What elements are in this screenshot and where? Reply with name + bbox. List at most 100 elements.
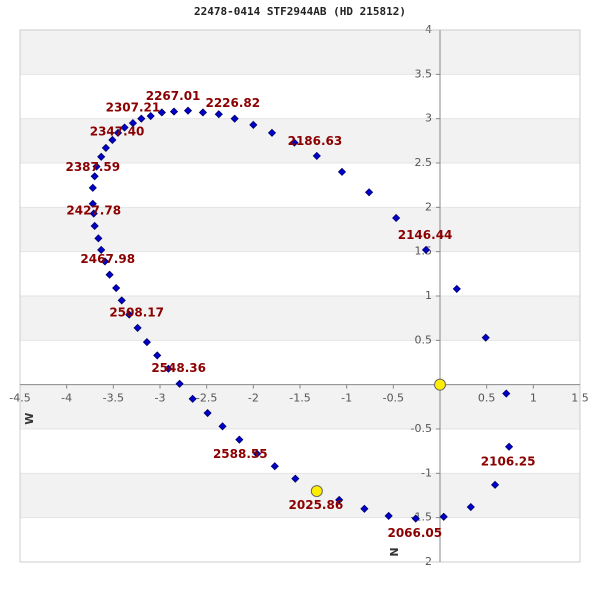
point bbox=[90, 221, 99, 231]
point bbox=[365, 188, 374, 197]
point bbox=[169, 107, 179, 116]
point bbox=[335, 495, 344, 504]
point bbox=[142, 338, 151, 347]
point bbox=[90, 172, 99, 181]
grid-band bbox=[20, 296, 580, 341]
point bbox=[491, 480, 500, 489]
point bbox=[88, 183, 97, 192]
annotation: 2427.78 bbox=[66, 203, 121, 217]
point bbox=[117, 296, 126, 305]
point bbox=[157, 108, 166, 117]
annotation: 2267.01 bbox=[146, 89, 201, 103]
point bbox=[502, 389, 511, 398]
point bbox=[505, 442, 514, 451]
annotation: 2066.05 bbox=[387, 526, 442, 540]
point bbox=[360, 504, 369, 513]
x-tick-label: 0.5 bbox=[478, 392, 496, 405]
x-tick-label: -3 bbox=[155, 392, 166, 405]
annotation: 2307.21 bbox=[106, 101, 161, 115]
point bbox=[183, 106, 193, 115]
point bbox=[312, 151, 321, 160]
point bbox=[97, 245, 106, 254]
annotation: 2106.25 bbox=[481, 454, 536, 468]
point bbox=[203, 408, 212, 418]
point bbox=[466, 502, 475, 512]
annotation: 2025.86 bbox=[289, 498, 344, 512]
point bbox=[249, 120, 258, 129]
annotation: 2548.36 bbox=[151, 361, 206, 375]
chart-title: 22478-0414 STF2944AB (HD 215812) bbox=[194, 5, 406, 18]
point bbox=[100, 257, 109, 266]
point bbox=[133, 323, 142, 332]
grid-band bbox=[20, 30, 580, 75]
y-tick-label: -0.5 bbox=[411, 422, 432, 435]
point bbox=[113, 128, 123, 137]
point bbox=[481, 333, 490, 342]
annotation: 2467.98 bbox=[80, 252, 135, 266]
x-tick-label: -2.5 bbox=[196, 392, 217, 405]
point bbox=[290, 138, 299, 147]
grid-band bbox=[20, 207, 580, 252]
y-tick-label: -1 bbox=[421, 466, 432, 479]
y-axis-label: N bbox=[388, 547, 401, 556]
point bbox=[125, 310, 134, 319]
point bbox=[164, 364, 173, 373]
point bbox=[92, 162, 101, 171]
point bbox=[214, 110, 223, 119]
point bbox=[175, 379, 184, 388]
point bbox=[253, 449, 262, 458]
point bbox=[198, 108, 207, 117]
point bbox=[384, 511, 393, 520]
annotation: 2226.82 bbox=[205, 96, 260, 110]
point bbox=[452, 284, 461, 293]
annotation: 2146.44 bbox=[398, 228, 453, 242]
point bbox=[146, 111, 155, 121]
grid-band bbox=[20, 473, 580, 518]
point bbox=[434, 378, 446, 391]
x-axis-label: W bbox=[23, 413, 36, 425]
y-tick-label: 2 bbox=[425, 200, 432, 213]
point bbox=[120, 123, 129, 132]
x-tick-label: -1.5 bbox=[289, 392, 310, 405]
y-tick-label: 1 bbox=[425, 289, 432, 302]
y-tick-label: 3 bbox=[425, 112, 432, 125]
point bbox=[153, 351, 162, 360]
point bbox=[88, 199, 97, 208]
plot-border bbox=[19, 29, 581, 563]
point bbox=[89, 209, 98, 218]
point bbox=[105, 270, 114, 279]
point bbox=[218, 422, 227, 431]
point bbox=[392, 213, 401, 223]
point bbox=[128, 119, 137, 128]
x-tick-label: 1 bbox=[530, 392, 537, 405]
point bbox=[439, 512, 448, 521]
annotation: 2508.17 bbox=[109, 305, 164, 319]
annotation: 2347.40 bbox=[90, 124, 145, 138]
point bbox=[94, 234, 103, 243]
point bbox=[235, 435, 244, 444]
point bbox=[108, 135, 117, 145]
point bbox=[97, 152, 106, 161]
point bbox=[291, 474, 300, 483]
point bbox=[137, 114, 146, 123]
annotation: 2186.63 bbox=[288, 134, 343, 148]
point bbox=[270, 462, 279, 471]
point bbox=[411, 514, 420, 523]
y-tick-label: 3.5 bbox=[415, 67, 433, 80]
grid-band bbox=[20, 384, 580, 429]
point bbox=[101, 143, 110, 152]
point bbox=[310, 485, 323, 498]
point bbox=[337, 167, 347, 176]
point bbox=[188, 394, 197, 403]
x-tick-label: -2 bbox=[248, 392, 259, 405]
x-tick-label: -1 bbox=[341, 392, 352, 405]
x-tick-label: -3.5 bbox=[103, 392, 124, 405]
point bbox=[230, 114, 239, 123]
point bbox=[112, 283, 121, 293]
y-tick-label: 0.5 bbox=[415, 333, 433, 346]
annotation: 2387.59 bbox=[65, 160, 120, 174]
x-tick-label: -4 bbox=[61, 392, 72, 405]
x-tick-label: -0.5 bbox=[383, 392, 404, 405]
y-tick-label: 2.5 bbox=[415, 156, 433, 169]
